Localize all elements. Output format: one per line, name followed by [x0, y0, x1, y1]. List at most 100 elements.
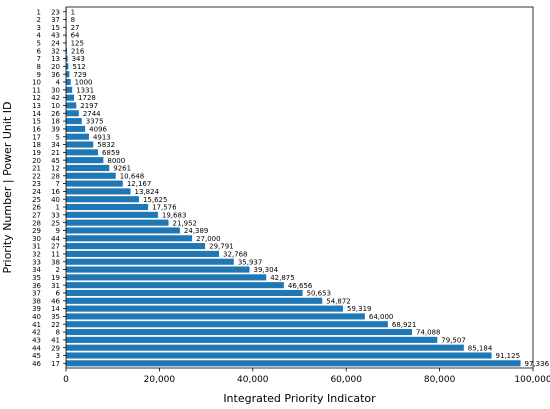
value-label: 46,656	[288, 282, 313, 290]
y-tick-priority-number: 44	[32, 344, 41, 352]
bar	[66, 321, 388, 328]
y-tick-priority-number: 19	[32, 149, 41, 157]
y-tick-unit-id: 24	[51, 40, 60, 48]
y-tick-unit-id: 12	[51, 165, 60, 173]
x-tick-label: 40,000	[237, 375, 269, 385]
value-label: 3375	[86, 118, 104, 126]
value-label: 97,336	[525, 360, 550, 368]
bar	[66, 250, 220, 257]
bars-group	[66, 8, 521, 367]
bar	[66, 149, 99, 156]
value-label: 19,683	[162, 211, 187, 219]
y-tick-priority-number: 31	[32, 243, 41, 251]
y-tick-unit-id: 34	[51, 141, 60, 149]
y-tick-unit-id: 25	[51, 219, 60, 227]
plot-frame	[65, 6, 534, 369]
value-label: 42,875	[270, 274, 295, 282]
bar	[66, 47, 68, 54]
y-tick-priority-number: 41	[32, 321, 41, 329]
y-tick-unit-id: 45	[51, 157, 60, 165]
y-tick-unit-id: 13	[51, 55, 60, 63]
y-tick-priority-number: 5	[37, 40, 41, 48]
value-label: 35,937	[238, 258, 263, 266]
bar	[66, 297, 323, 304]
y-tick-priority-number: 23	[32, 180, 41, 188]
bar	[66, 352, 492, 359]
y-tick-priority-number: 30	[32, 235, 41, 243]
value-label: 50,653	[307, 290, 332, 298]
x-tick-label: 20,000	[144, 375, 176, 385]
y-tick-unit-id: 10	[51, 102, 60, 110]
y-tick-unit-id: 2	[56, 266, 60, 274]
bar	[66, 266, 250, 273]
y-tick-unit-id: 26	[51, 110, 60, 118]
y-tick-unit-id: 22	[51, 321, 60, 329]
y-tick-unit-id: 5	[56, 133, 60, 141]
bar	[66, 305, 344, 312]
value-label: 8000	[107, 157, 125, 165]
value-label: 13,824	[135, 188, 160, 196]
bar	[66, 157, 104, 164]
y-tick-priority-number: 27	[32, 211, 41, 219]
value-label: 15,625	[143, 196, 168, 204]
y-tick-priority-number: 6	[37, 47, 42, 55]
y-tick-priority-number: 26	[32, 204, 41, 212]
bar	[66, 172, 116, 179]
value-label: 4096	[89, 125, 107, 133]
y-tick-unit-id: 33	[51, 211, 60, 219]
y-tick-priority-number: 25	[32, 196, 41, 204]
bar	[66, 211, 158, 218]
y-tick-priority-number: 2	[37, 16, 41, 24]
y-tick-unit-id: 19	[51, 274, 60, 282]
bar	[66, 125, 86, 132]
bar	[66, 227, 180, 234]
value-label: 5832	[97, 141, 115, 149]
bar	[66, 219, 169, 226]
bar	[66, 235, 193, 242]
y-tick-priority-number: 3	[37, 24, 41, 32]
y-tick-unit-id: 6	[56, 290, 61, 298]
value-label: 729	[73, 71, 86, 79]
y-tick-unit-id: 44	[51, 235, 60, 243]
value-label: 216	[71, 47, 85, 55]
y-tick-priority-number: 10	[32, 79, 41, 87]
value-label: 68,921	[392, 321, 417, 329]
y-tick-priority-number: 11	[32, 86, 41, 94]
value-label: 85,184	[468, 344, 493, 352]
bar	[66, 336, 438, 343]
value-label: 2197	[80, 102, 98, 110]
value-label: 17,576	[152, 204, 177, 212]
bar	[66, 282, 284, 289]
y-tick-priority-number: 40	[32, 313, 41, 321]
y-tick-unit-id: 28	[51, 172, 60, 180]
bar	[66, 243, 206, 250]
bar	[66, 78, 71, 86]
bar	[66, 71, 70, 78]
value-label: 1331	[76, 86, 94, 94]
value-label: 343	[72, 55, 85, 63]
y-tick-priority-number: 17	[32, 133, 41, 141]
y-tick-unit-id: 40	[51, 196, 60, 204]
value-label: 1	[71, 8, 75, 16]
value-labels-group: 1827641252163435127291000133117282197274…	[71, 8, 550, 368]
bar	[66, 133, 89, 140]
value-label: 9261	[113, 165, 131, 173]
y-tick-unit-id: 38	[51, 258, 60, 266]
y-tick-priority-number: 18	[32, 141, 41, 149]
y-tick-unit-id: 23	[51, 8, 60, 16]
value-label: 39,304	[254, 266, 279, 274]
bar	[66, 344, 464, 351]
bar	[66, 86, 73, 93]
bar	[66, 196, 139, 203]
y-tick-unit-id: 35	[51, 313, 60, 321]
y-tick-priority-number: 8	[37, 63, 41, 71]
y-tick-priority-number: 12	[32, 94, 41, 102]
y-tick-priority-number: 29	[32, 227, 41, 235]
y-tick-unit-id: 8	[56, 329, 60, 337]
value-label: 91,125	[496, 352, 520, 360]
y-tick-unit-id: 20	[51, 63, 60, 71]
y-tick-priority-number: 14	[32, 110, 41, 118]
y-tick-priority-number: 7	[37, 55, 41, 63]
y-tick-unit-id: 9	[56, 227, 60, 235]
value-label: 125	[71, 40, 84, 48]
